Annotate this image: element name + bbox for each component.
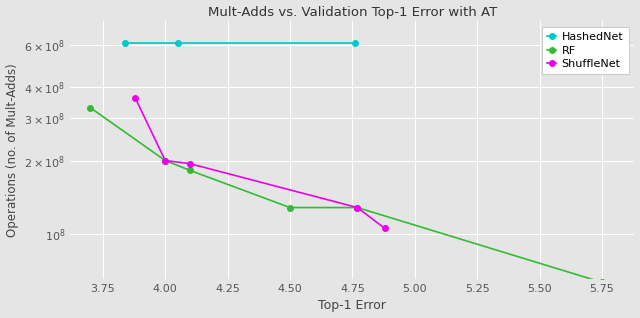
Line: HashedNet: HashedNet [122, 40, 358, 46]
ShuffleNet [353, 206, 361, 210]
RF [598, 280, 606, 284]
RF [186, 169, 194, 172]
HashedNet [174, 41, 182, 45]
Line: RF: RF [88, 105, 605, 285]
Line: ShuffleNet: ShuffleNet [132, 95, 388, 231]
ShuffleNet [131, 96, 139, 100]
RF [86, 106, 94, 110]
ShuffleNet [381, 226, 388, 230]
ShuffleNet [186, 162, 194, 166]
HashedNet [122, 41, 129, 45]
Y-axis label: Operations (no. of Mult-Adds): Operations (no. of Mult-Adds) [6, 63, 19, 237]
RF [161, 159, 169, 162]
Legend: HashedNet, RF, ShuffleNet: HashedNet, RF, ShuffleNet [541, 27, 629, 74]
X-axis label: Top-1 Error: Top-1 Error [319, 300, 387, 313]
ShuffleNet [161, 159, 169, 162]
HashedNet [351, 41, 359, 45]
RF [353, 206, 361, 210]
RF [286, 206, 294, 210]
Title: Mult-Adds vs. Validation Top-1 Error with AT: Mult-Adds vs. Validation Top-1 Error wit… [208, 5, 497, 18]
